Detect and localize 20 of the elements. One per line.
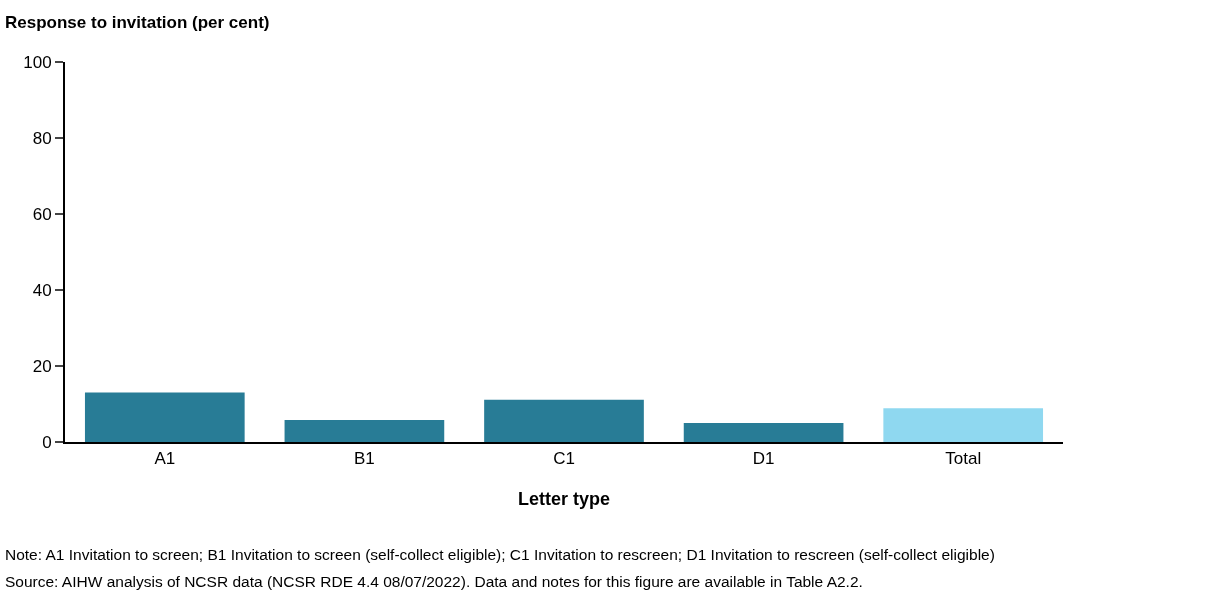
text: Note: A1 Invitation to screen; B1 Invitation to screen (self-collect eligible); C1 Invitation to rescreen; D1 Invitation to rescreen (self-collect eligible) — [5, 546, 995, 563]
x-tick-label: A1 — [154, 449, 176, 469]
y-tick-label: 0 — [42, 432, 52, 452]
y-tick-label: 100 — [23, 52, 52, 72]
bar — [883, 408, 1044, 442]
x-tick-label: B1 — [354, 449, 375, 469]
y-tick-label: 60 — [32, 204, 52, 224]
source-note: Source: AIHW analysis of NCSR data (NCSR RDE 4.4 08/07/2022). Data and notes for this figure are available in Table A2.2. — [5, 573, 863, 590]
y-tick-label: 80 — [32, 128, 52, 148]
x-tick-label: D1 — [752, 449, 775, 469]
bar — [84, 392, 245, 442]
y-tick-label: 20 — [32, 356, 52, 376]
bar — [284, 419, 445, 442]
bar — [484, 399, 644, 442]
bar — [683, 423, 844, 442]
x-axis-title: Letter type — [517, 489, 611, 509]
y-tick-label: 40 — [32, 280, 52, 300]
y-axis-title: Response to invitation (per cent) — [5, 13, 270, 32]
x-tick-label: C1 — [553, 449, 575, 469]
x-tick-label: Total — [945, 449, 982, 469]
